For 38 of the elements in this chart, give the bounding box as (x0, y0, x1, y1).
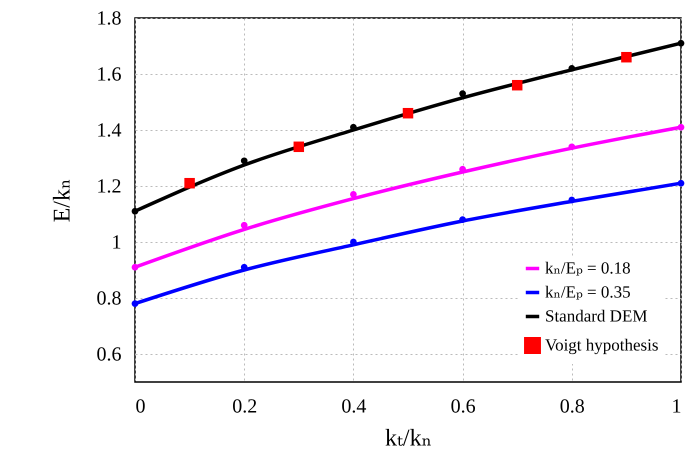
point (240, 157, 248, 164)
point (568, 143, 576, 150)
x-axis-title: kₜ/kₙ (385, 426, 432, 452)
point (621, 52, 632, 62)
x-tick-label: 0.2 (232, 396, 258, 418)
y-tick-label: 1.4 (96, 120, 122, 142)
legend-label: Standard DEM (545, 306, 648, 326)
x-tick-label: 0.6 (450, 396, 476, 418)
point (294, 142, 304, 152)
point (240, 222, 248, 229)
y-tick-label: 0.8 (96, 288, 122, 310)
legend-label: kₙ/Eₚ = 0.18 (545, 258, 631, 278)
x-tick-label: 0.8 (560, 396, 585, 418)
point (184, 178, 195, 188)
point (132, 208, 138, 215)
y-tick-label: 1.8 (96, 8, 122, 30)
y-tick-label: 1.6 (96, 64, 122, 86)
legend-label: Voigt hypothesis (545, 336, 659, 354)
point (459, 216, 466, 223)
legend-label: kₙ/Eₚ = 0.35 (545, 282, 631, 302)
y-tick-label: 1 (112, 232, 122, 254)
y-tick-label: 1.2 (96, 176, 122, 198)
point (678, 180, 684, 187)
x-tick-label: 0.4 (341, 396, 366, 418)
point (512, 80, 522, 90)
point (132, 300, 138, 307)
point (132, 264, 138, 271)
point (402, 108, 414, 118)
point (678, 40, 684, 47)
point (350, 191, 357, 198)
y-axis-title: E/kₙ (50, 178, 76, 222)
point (459, 90, 466, 97)
point (568, 65, 576, 72)
y-tick-label: 0.6 (96, 344, 122, 366)
x-tick-label: 0 (136, 396, 146, 418)
point (678, 124, 684, 131)
x-tick-label: 1 (672, 396, 682, 418)
point (568, 196, 576, 204)
